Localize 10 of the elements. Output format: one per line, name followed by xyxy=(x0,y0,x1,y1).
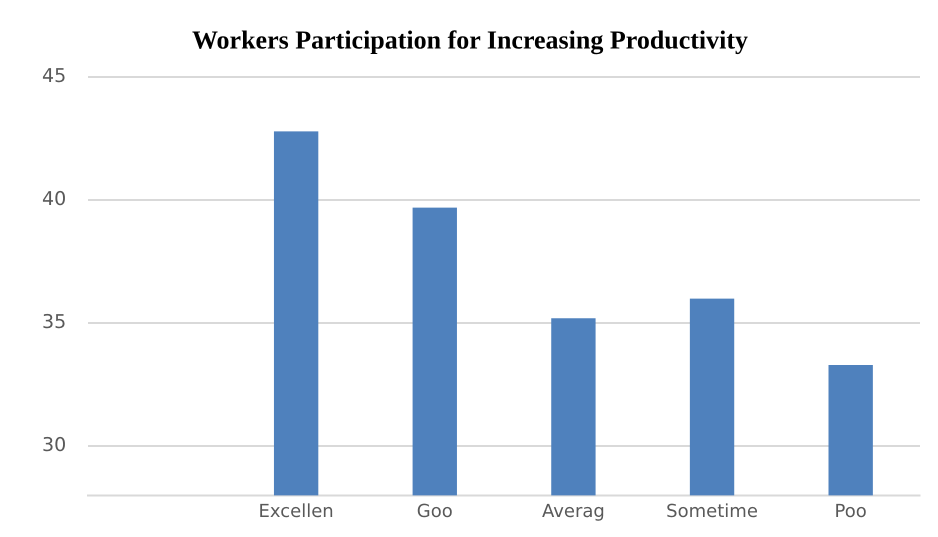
x-tick-label: Excellen xyxy=(258,500,334,522)
x-tick-label: Goo xyxy=(416,500,453,522)
x-tick-label: Poo xyxy=(834,500,867,522)
y-tick-label: 45 xyxy=(42,65,66,88)
x-tick-label: Sometime xyxy=(666,500,758,522)
y-tick-label: 35 xyxy=(42,311,66,334)
chart-title: Workers Participation for Increasing Productivity xyxy=(192,25,748,54)
x-tick-label: Averag xyxy=(542,500,605,522)
y-tick-label: 30 xyxy=(42,434,66,456)
y-tick-label: 40 xyxy=(42,188,66,210)
